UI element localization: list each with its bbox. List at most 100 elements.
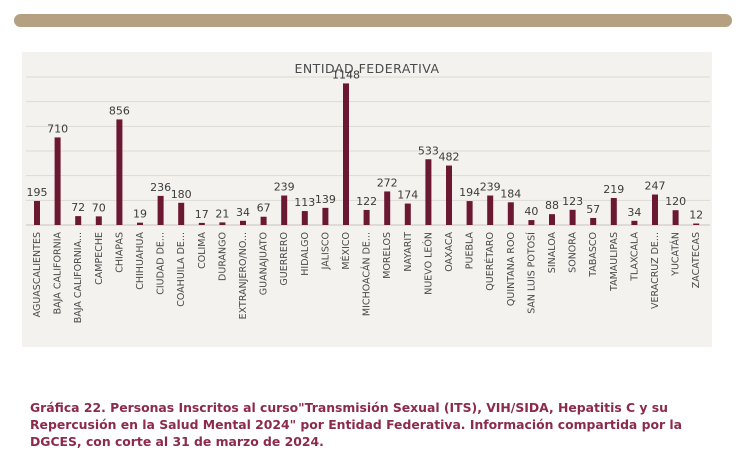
bar xyxy=(487,195,494,225)
category-label: AGUASCALIENTES xyxy=(32,232,43,317)
category-label: SINALOA xyxy=(547,232,558,274)
category-label: TAMAULIPAS xyxy=(609,232,620,292)
bar xyxy=(631,220,638,225)
bar xyxy=(240,220,246,225)
category-label: GUERRERO xyxy=(279,232,290,286)
bar xyxy=(446,165,452,225)
data-label: 12 xyxy=(689,209,703,222)
bar xyxy=(34,200,40,225)
bar xyxy=(652,194,658,225)
category-label: BAJA CALIFORNIA... xyxy=(73,232,84,323)
data-label: 174 xyxy=(397,189,418,202)
bar xyxy=(549,214,555,225)
bar xyxy=(301,211,308,225)
category-label: JALISCO xyxy=(320,232,331,270)
data-label: 113 xyxy=(294,196,315,209)
chart-bars xyxy=(34,83,700,225)
data-label: 88 xyxy=(545,199,559,212)
data-label: 21 xyxy=(215,207,229,220)
bar xyxy=(54,137,61,225)
bar xyxy=(322,207,329,225)
bar xyxy=(137,222,143,225)
category-label: VERACRUZ DE... xyxy=(650,232,661,309)
category-label: TABASCO xyxy=(588,232,599,278)
data-label: 482 xyxy=(439,151,460,164)
bar xyxy=(343,83,349,225)
bar xyxy=(569,209,576,225)
data-label: 856 xyxy=(109,104,130,117)
data-label: 195 xyxy=(27,186,48,199)
category-label: PUEBLA xyxy=(465,232,476,270)
data-label: 19 xyxy=(133,208,147,221)
category-label: TLAXCALA xyxy=(629,232,640,282)
data-label: 139 xyxy=(315,193,336,206)
data-label: 194 xyxy=(459,186,480,199)
data-label: 533 xyxy=(418,144,439,157)
category-label: HIDALGO xyxy=(300,232,311,276)
bar xyxy=(693,223,700,225)
data-label: 72 xyxy=(71,201,85,214)
category-label: COAHUILA DE... xyxy=(176,232,187,307)
category-label: COLIMA xyxy=(197,232,208,269)
bar xyxy=(528,220,535,225)
category-label: QUERÉTARO xyxy=(484,232,496,291)
bar xyxy=(363,209,370,225)
figure-caption: Gráfica 22. Personas Inscritos al curso"… xyxy=(30,400,683,449)
data-label: 34 xyxy=(627,206,641,219)
category-label: EXTRANJERO/NO... xyxy=(238,232,249,319)
decorative-top-bar xyxy=(14,14,732,27)
chart-gridlines xyxy=(26,76,710,226)
data-label: 710 xyxy=(47,122,68,135)
data-label: 120 xyxy=(665,195,686,208)
data-label: 40 xyxy=(524,205,538,218)
chart-category-labels: AGUASCALIENTES BAJA CALIFORNIA BAJA CALIFO… xyxy=(32,231,702,323)
bar xyxy=(610,197,617,225)
bar xyxy=(281,195,288,225)
category-label: DURANGO xyxy=(217,232,228,281)
bar xyxy=(95,216,102,225)
data-label: 17 xyxy=(195,208,209,221)
data-label: 123 xyxy=(562,195,583,208)
category-label: YUCATÁN xyxy=(670,232,682,277)
data-label: 34 xyxy=(236,206,250,219)
category-label: MORELOS xyxy=(382,232,393,279)
category-label: CAMPECHE xyxy=(94,232,105,285)
data-label: 272 xyxy=(377,176,398,189)
category-label: OAXACA xyxy=(444,231,455,271)
bar xyxy=(116,119,123,225)
data-label: 122 xyxy=(356,195,377,208)
chart-title: ENTIDAD FEDERATIVA xyxy=(294,61,440,76)
bar xyxy=(75,216,82,225)
category-label: NUEVO LEÓN xyxy=(422,232,434,295)
bar xyxy=(404,203,411,225)
data-label: 57 xyxy=(586,203,600,216)
category-label: SAN LUIS POTOSÍ xyxy=(525,232,537,314)
data-label: 236 xyxy=(150,181,171,194)
category-label: GUANAJUATO xyxy=(259,232,270,295)
bar xyxy=(590,217,597,225)
data-label: 180 xyxy=(171,188,192,201)
data-label: 70 xyxy=(92,201,106,214)
category-label: SONORA xyxy=(568,232,579,273)
bar xyxy=(507,202,514,225)
category-label: MÉXICO xyxy=(340,232,352,270)
category-label: QUINTANA ROO xyxy=(506,232,517,306)
bar xyxy=(425,159,432,225)
bar xyxy=(157,195,164,225)
bar xyxy=(672,210,679,225)
data-label: 1148 xyxy=(332,68,360,81)
bar xyxy=(384,191,391,225)
data-label: 239 xyxy=(480,181,501,194)
data-label: 67 xyxy=(257,202,271,215)
category-label: BAJA CALIFORNIA xyxy=(53,232,64,315)
data-label: 219 xyxy=(603,183,624,196)
bar xyxy=(466,201,473,225)
data-label: 247 xyxy=(645,180,666,193)
category-label: ZACATECAS xyxy=(691,232,702,288)
data-label: 239 xyxy=(274,181,295,194)
bar xyxy=(219,222,226,225)
bar xyxy=(260,216,267,225)
bar xyxy=(198,222,205,225)
